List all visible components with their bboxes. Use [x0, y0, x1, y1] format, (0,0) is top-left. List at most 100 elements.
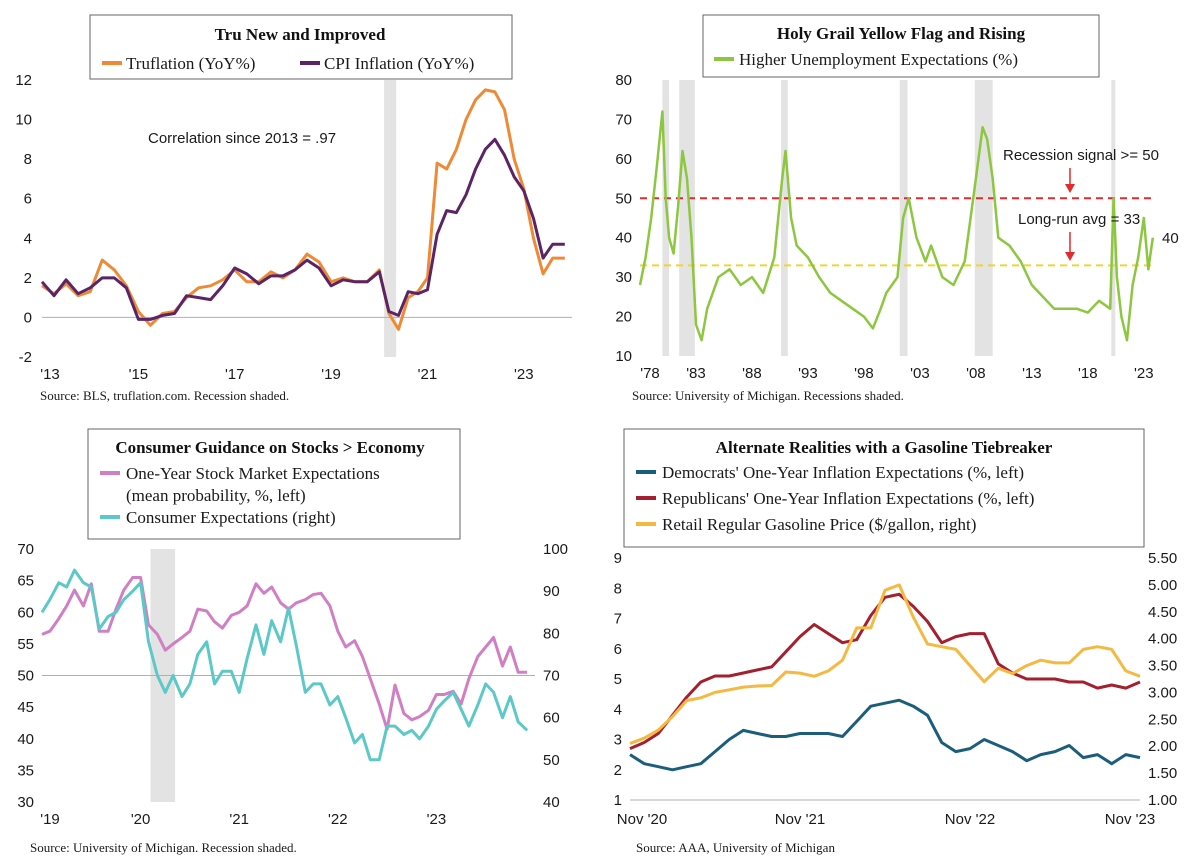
- y-tick-label-left: 30: [17, 794, 34, 811]
- legend-box: [623, 428, 1145, 548]
- source-note: Source: University of Michigan. Recessio…: [30, 840, 297, 855]
- y-tick-label-left: 2: [614, 762, 622, 779]
- recession-shade: [781, 80, 788, 356]
- legend-box: [702, 14, 1100, 78]
- y-tick-label: 8: [24, 151, 32, 168]
- y-tick-label-right: 40: [543, 794, 560, 811]
- y-tick-label: 2: [24, 270, 32, 287]
- series-line-one-year-stock-market-expectations: [41, 576, 528, 731]
- y-tick-label-right: 100: [543, 541, 568, 558]
- y-tick-label-left: 1: [614, 792, 622, 809]
- series-lines: [40, 568, 529, 762]
- x-tick-label: '21: [418, 366, 438, 383]
- recession-shade: [662, 80, 670, 356]
- y-tick-label: 0: [24, 309, 32, 326]
- y-tick-label-left: 5: [614, 671, 622, 688]
- y-tick-label: 4: [24, 230, 32, 247]
- x-tick-label: '93: [798, 365, 818, 382]
- series-line-democrats-one-year-inflation-expectation: [629, 698, 1141, 772]
- y-tick-label-left: 3: [614, 732, 622, 749]
- y-tick-label-right: 4.00: [1148, 631, 1177, 648]
- y-tick-label-left: 45: [17, 699, 34, 716]
- y-tick-label-left: 60: [17, 604, 34, 621]
- series-line-consumer-expectations-right: [40, 568, 529, 762]
- end-value-label: 40: [1162, 230, 1179, 247]
- x-tick-label: '19: [321, 366, 341, 383]
- recession-shade: [974, 80, 993, 356]
- y-tick-label: -2: [19, 349, 32, 366]
- source-note: Source: AAA, University of Michigan: [636, 840, 835, 855]
- legend-label-republicans: Republicans' One-Year Inflation Expectat…: [662, 489, 1034, 508]
- y-tick-label: 10: [15, 112, 32, 129]
- legend-label-democrats: Democrats' One-Year Inflation Expectatio…: [662, 463, 1024, 482]
- panel-unemployment-expectations: 10 20 30 40 50 60 70 80 '78 '83 '88 '93 '98 '03 '08 '1…: [615, 14, 1179, 403]
- series-lines: [638, 110, 1155, 342]
- legend-box: [87, 428, 461, 540]
- y-tick-label-right: 2.00: [1148, 738, 1177, 755]
- x-tick-label: '03: [910, 365, 930, 382]
- chart-title: Holy Grail Yellow Flag and Rising: [777, 24, 1026, 43]
- recession-shade: [384, 80, 397, 357]
- series-line-truflation-yoy: [41, 88, 565, 331]
- x-tick-label: '08: [966, 365, 986, 382]
- y-tick-label: 6: [24, 191, 32, 208]
- y-tick-label-right: 5.50: [1148, 550, 1177, 567]
- x-tick-label: '19: [40, 811, 60, 828]
- recession-signal-annotation: Recession signal >= 50: [1003, 147, 1159, 164]
- x-tick-label: '21: [229, 811, 249, 828]
- y-tick-label-right: 5.00: [1148, 577, 1177, 594]
- y-tick-label: 80: [615, 72, 632, 89]
- series-line-cpi-inflation-yoy: [40, 137, 565, 321]
- x-tick-label: '83: [686, 365, 706, 382]
- x-tick-labels: '19 '20 '21 '22 '23: [40, 811, 446, 828]
- x-tick-label: '15: [129, 366, 149, 383]
- y-tick-label: 60: [615, 151, 632, 168]
- recession-signal-arrowhead: [1065, 184, 1075, 193]
- x-tick-label: '18: [1078, 365, 1098, 382]
- x-tick-label: '20: [131, 811, 151, 828]
- panel-truflation: -2 0 2 4 6 8 10 12 '13 '15 '17 '19 '21 '23 Correlati…: [15, 14, 572, 403]
- y-tick-label-right: 60: [543, 710, 560, 727]
- panel-consumer-guidance: 30 35 40 45 50 55 60 65 70 40 50 60 70 80 90 100 '19 '2…: [17, 428, 568, 855]
- y-tick-label-left: 70: [17, 541, 34, 558]
- y-tick-label: 12: [15, 72, 32, 89]
- legend-label-truflation: Truflation (YoY%): [126, 54, 255, 73]
- x-tick-label: Nov '22: [945, 811, 995, 828]
- long-run-avg-annotation: Long-run avg = 33: [1018, 211, 1140, 228]
- y-tick-label-left: 35: [17, 762, 34, 779]
- x-tick-label: '23: [514, 366, 534, 383]
- source-note: Source: University of Michigan. Recessio…: [632, 388, 904, 403]
- y-tick-label-right: 1.00: [1148, 792, 1177, 809]
- y-tick-label: 10: [615, 348, 632, 365]
- x-tick-label: '98: [854, 365, 874, 382]
- y-tick-label-right: 4.50: [1148, 604, 1177, 621]
- y-tick-label: 20: [615, 309, 632, 326]
- x-tick-label: '22: [328, 811, 348, 828]
- panel-gasoline-tiebreaker: 1 2 3 4 5 6 7 8 9 1.00 1.50 2.00 2.50 3.00 3.50 4.00 4.…: [614, 428, 1177, 855]
- series-lines: [40, 88, 565, 331]
- legend-label-consumer: Consumer Expectations (right): [126, 508, 336, 527]
- y-tick-labels: -2 0 2 4 6 8 10 12: [15, 72, 32, 366]
- y-tick-label-left: 40: [17, 731, 34, 748]
- legend-label-unemployment: Higher Unemployment Expectations (%): [739, 50, 1018, 69]
- y-tick-label-left: 65: [17, 573, 34, 590]
- legend-label-cpi: CPI Inflation (YoY%): [324, 54, 474, 73]
- y-tick-label: 70: [615, 111, 632, 128]
- legend-box: [89, 14, 513, 80]
- y-tick-label-right: 70: [543, 668, 560, 685]
- x-tick-label: Nov '21: [775, 811, 825, 828]
- x-tick-label: '78: [640, 365, 660, 382]
- x-tick-label: '88: [742, 365, 762, 382]
- reference-lines: [640, 197, 1155, 267]
- chart-title: Tru New and Improved: [215, 25, 386, 44]
- x-tick-label: '13: [40, 366, 60, 383]
- y-tick-label: 30: [615, 269, 632, 286]
- chart-title: Alternate Realities with a Gasoline Tieb…: [716, 438, 1053, 457]
- y-tick-labels: 10 20 30 40 50 60 70 80: [615, 72, 632, 365]
- y-tick-labels-left: 1 2 3 4 5 6 7 8 9: [614, 550, 622, 809]
- source-note: Source: BLS, truflation.com. Recession s…: [40, 388, 289, 403]
- y-tick-labels-left: 30 35 40 45 50 55 60 65 70: [17, 541, 34, 811]
- y-tick-label-left: 4: [614, 701, 622, 718]
- y-tick-label: 50: [615, 190, 632, 207]
